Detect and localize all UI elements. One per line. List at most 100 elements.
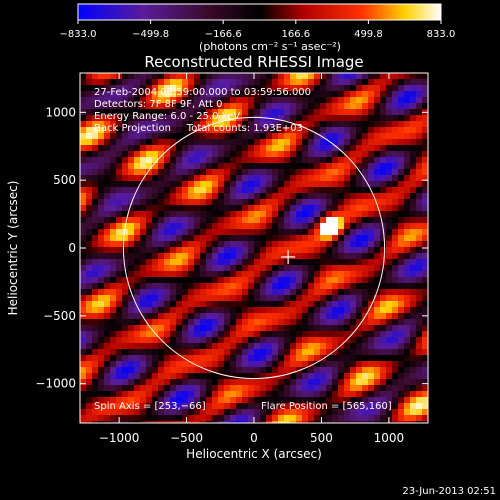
heatmap-cell	[284, 397, 291, 404]
heatmap-cell	[356, 103, 363, 110]
heatmap-cell	[86, 331, 93, 338]
heatmap-cell	[278, 367, 285, 374]
heatmap-cell	[152, 289, 159, 296]
heatmap-cell	[332, 97, 339, 104]
heatmap-cell	[326, 343, 333, 350]
heatmap-cell	[362, 367, 369, 374]
heatmap-cell	[242, 145, 249, 152]
heatmap-cell	[248, 169, 255, 176]
heatmap-cell	[98, 145, 105, 152]
heatmap-cell	[284, 343, 291, 350]
heatmap-cell	[362, 271, 369, 278]
heatmap-cell	[266, 403, 273, 410]
heatmap-cell	[398, 199, 405, 206]
heatmap-cell	[290, 73, 297, 80]
heatmap-cell	[350, 97, 357, 104]
heatmap-cell	[98, 97, 105, 104]
heatmap-cell	[404, 211, 411, 218]
heatmap-cell	[140, 133, 147, 140]
heatmap-cell	[422, 151, 428, 158]
heatmap-cell	[122, 355, 129, 362]
heatmap-cell	[392, 175, 399, 182]
heatmap-cell	[260, 121, 267, 128]
heatmap-cell	[146, 79, 153, 86]
heatmap-cell	[314, 361, 321, 368]
heatmap-cell	[260, 247, 267, 254]
heatmap-cell	[284, 151, 291, 158]
heatmap-cell	[404, 277, 411, 284]
heatmap-cell	[368, 205, 375, 212]
heatmap-cell	[302, 421, 309, 423]
heatmap-cell	[194, 103, 201, 110]
heatmap-cell	[116, 247, 123, 254]
heatmap-cell	[194, 331, 201, 338]
heatmap-cell	[200, 103, 207, 110]
heatmap-cell	[254, 97, 261, 104]
heatmap-cell	[206, 139, 213, 146]
heatmap-cell	[404, 337, 411, 344]
heatmap-cell	[218, 241, 225, 248]
heatmap-cell	[242, 103, 249, 110]
heatmap-cell	[422, 367, 428, 374]
heatmap-cell	[212, 409, 219, 416]
heatmap-cell	[416, 175, 423, 182]
heatmap-cell	[398, 73, 405, 80]
heatmap-cell	[170, 307, 177, 314]
heatmap-cell	[374, 157, 381, 164]
heatmap-cell	[134, 325, 141, 332]
heatmap-cell	[398, 145, 405, 152]
heatmap-cell	[260, 289, 267, 296]
heatmap-cell	[404, 157, 411, 164]
heatmap-cell	[248, 325, 255, 332]
heatmap-cell	[326, 121, 333, 128]
heatmap-cell	[338, 373, 345, 380]
heatmap-cell	[116, 349, 123, 356]
heatmap-cell	[362, 415, 369, 422]
heatmap-cell	[80, 157, 87, 164]
heatmap-cell	[146, 247, 153, 254]
heatmap-cell	[392, 97, 399, 104]
heatmap-cell	[224, 241, 231, 248]
heatmap-cell	[224, 421, 231, 423]
heatmap-cell	[104, 403, 111, 410]
heatmap-cell	[266, 277, 273, 284]
heatmap-cell	[116, 271, 123, 278]
heatmap-cell	[170, 193, 177, 200]
heatmap-cell	[320, 301, 327, 308]
heatmap-cell	[326, 259, 333, 266]
heatmap-cell	[398, 193, 405, 200]
heatmap-cell	[386, 403, 393, 410]
heatmap-cell	[236, 283, 243, 290]
heatmap-cell	[224, 283, 231, 290]
heatmap-cell	[374, 355, 381, 362]
heatmap-cell	[290, 103, 297, 110]
heatmap-cell	[386, 115, 393, 122]
heatmap-cell	[110, 133, 117, 140]
heatmap-cell	[194, 187, 201, 194]
heatmap-cell	[116, 331, 123, 338]
heatmap-cell	[110, 253, 117, 260]
heatmap-cell	[254, 301, 261, 308]
heatmap-cell	[398, 115, 405, 122]
heatmap-cell	[254, 373, 261, 380]
heatmap-cell	[368, 331, 375, 338]
heatmap-cell	[122, 373, 129, 380]
heatmap-cell	[392, 403, 399, 410]
heatmap-cell	[188, 319, 195, 326]
heatmap-cell	[164, 187, 171, 194]
heatmap-cell	[248, 415, 255, 422]
heatmap-cell	[356, 337, 363, 344]
heatmap-cell	[134, 337, 141, 344]
heatmap-cell	[158, 313, 165, 320]
heatmap-cell	[200, 319, 207, 326]
heatmap-cell	[386, 385, 393, 392]
heatmap-cell	[212, 319, 219, 326]
heatmap-cell	[128, 139, 135, 146]
heatmap-cell	[314, 127, 321, 134]
heatmap-cell	[224, 115, 231, 122]
heatmap-cell	[248, 211, 255, 218]
heatmap-cell	[200, 157, 207, 164]
heatmap-cell	[278, 169, 285, 176]
heatmap-cell	[260, 361, 267, 368]
heatmap-cell	[368, 367, 375, 374]
